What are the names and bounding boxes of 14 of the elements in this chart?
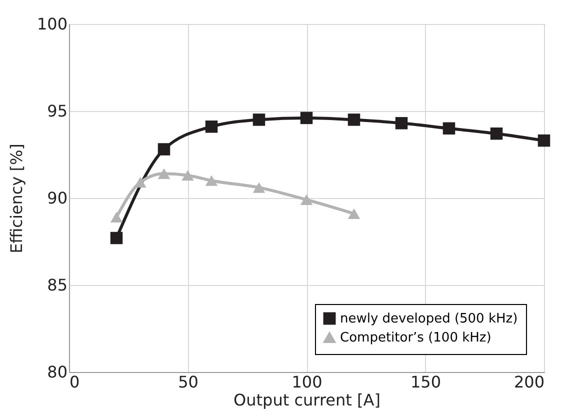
y-tick-label: 100 (36, 14, 68, 34)
x-tick-label: 200 (514, 372, 544, 392)
legend-label: Competitor’s (100 kHz) (340, 330, 492, 346)
x-tick-label: 100 (292, 372, 322, 392)
legend-label: newly developed (500 kHz) (340, 312, 518, 326)
y-axis-title: Efficiency [%] (6, 144, 26, 254)
y-tick-label: 80 (47, 362, 68, 382)
x-tick-label: 150 (410, 372, 442, 392)
y-tick-label: 90 (47, 188, 68, 208)
x-axis-title: Output current [A] (234, 390, 380, 410)
x-tick-label: 0 (70, 372, 80, 392)
y-tick-label: 95 (47, 102, 68, 120)
x-tick-label: 50 (178, 372, 198, 392)
y-tick-label: 85 (47, 276, 68, 294)
